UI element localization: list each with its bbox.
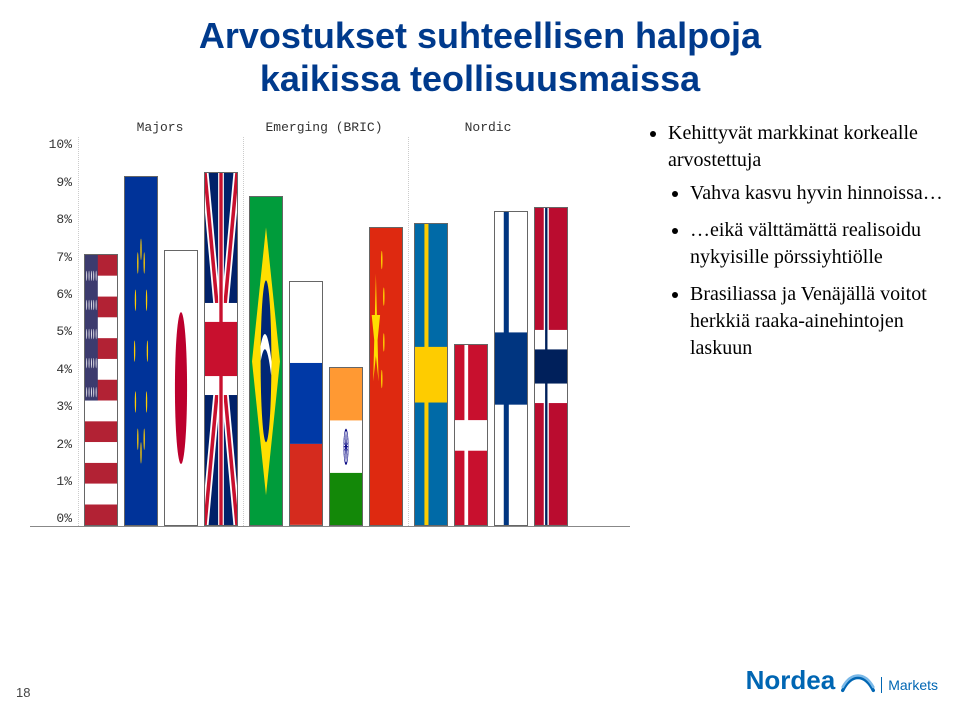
y-tick-label: 8% bbox=[56, 212, 72, 227]
group-label: Majors bbox=[78, 120, 242, 135]
y-tick-label: 7% bbox=[56, 250, 72, 265]
bar-chart: MajorsEmerging (BRIC)Nordic 0% 1% 2% 3% 4% 5%… bbox=[30, 120, 630, 587]
bar-cn bbox=[369, 227, 403, 527]
logo-brand: Nordea bbox=[746, 665, 836, 696]
bar-br bbox=[249, 196, 283, 527]
y-tick-label: 0% bbox=[56, 511, 72, 526]
x-tick-label bbox=[411, 527, 445, 587]
bar-eu bbox=[124, 176, 158, 526]
bar-in bbox=[329, 367, 363, 526]
bars-area bbox=[78, 137, 630, 526]
bar-group bbox=[243, 137, 408, 526]
x-tick-label bbox=[327, 527, 361, 587]
bullet-item: Vahva kasvu hyvin hinnoissa… bbox=[690, 180, 950, 207]
y-tick-label: 10% bbox=[49, 137, 72, 152]
bar-uk bbox=[204, 172, 238, 526]
bar-group bbox=[408, 137, 573, 526]
x-tick-label bbox=[491, 527, 525, 587]
bar-no bbox=[534, 207, 568, 526]
page-number: 18 bbox=[16, 685, 30, 700]
x-tick-label bbox=[451, 527, 485, 587]
chart-group-labels: MajorsEmerging (BRIC)Nordic bbox=[78, 120, 630, 135]
y-tick-label: 6% bbox=[56, 287, 72, 302]
title-line-1: Arvostukset suhteellisen halpoja bbox=[199, 15, 761, 56]
title-line-2: kaikissa teollisuusmaissa bbox=[260, 58, 700, 99]
chart-plot: 0% 1% 2% 3% 4% 5% 6% 7% 8% 9% 10% bbox=[30, 137, 630, 527]
group-label: Nordic bbox=[406, 120, 570, 135]
y-tick-label: 5% bbox=[56, 324, 72, 339]
bullet-item: Brasiliassa ja Venäjällä voitot herkkiä … bbox=[690, 281, 950, 362]
bar-ru bbox=[289, 281, 323, 526]
logo-swoosh-icon bbox=[841, 668, 875, 694]
x-tick-label bbox=[203, 527, 237, 587]
bullet-item: Kehittyvät markkinat korkealle arvostett… bbox=[668, 120, 950, 362]
y-axis: 0% 1% 2% 3% 4% 5% 6% 7% 8% 9% 10% bbox=[30, 137, 78, 526]
bar-us bbox=[84, 254, 118, 526]
y-tick-label: 1% bbox=[56, 474, 72, 489]
logo-sub: Markets bbox=[881, 677, 938, 693]
x-tick-label bbox=[163, 527, 197, 587]
bar-group bbox=[78, 137, 243, 526]
y-tick-label: 4% bbox=[56, 362, 72, 377]
bullet-list: Kehittyvät markkinat korkealle arvostett… bbox=[630, 120, 950, 587]
page-title: Arvostukset suhteellisen halpoja kaikiss… bbox=[0, 0, 960, 100]
brand-logo: Nordea Markets bbox=[746, 665, 938, 696]
y-tick-label: 9% bbox=[56, 175, 72, 190]
x-tick-label bbox=[367, 527, 401, 587]
x-tick-label bbox=[531, 527, 565, 587]
y-tick-label: 2% bbox=[56, 437, 72, 452]
content-row: MajorsEmerging (BRIC)Nordic 0% 1% 2% 3% 4% 5%… bbox=[0, 120, 960, 587]
bar-fi bbox=[494, 211, 528, 526]
x-tick-label bbox=[123, 527, 157, 587]
bar-jp bbox=[164, 250, 198, 526]
bullet-item: …eikä välttämättä realisoidu nykyisille … bbox=[690, 217, 950, 271]
bar-dk bbox=[454, 344, 488, 527]
group-label: Emerging (BRIC) bbox=[242, 120, 406, 135]
bar-se bbox=[414, 223, 448, 526]
x-axis bbox=[78, 527, 630, 587]
x-tick-label bbox=[287, 527, 321, 587]
y-tick-label: 3% bbox=[56, 399, 72, 414]
x-tick-label bbox=[83, 527, 117, 587]
x-tick-label bbox=[247, 527, 281, 587]
